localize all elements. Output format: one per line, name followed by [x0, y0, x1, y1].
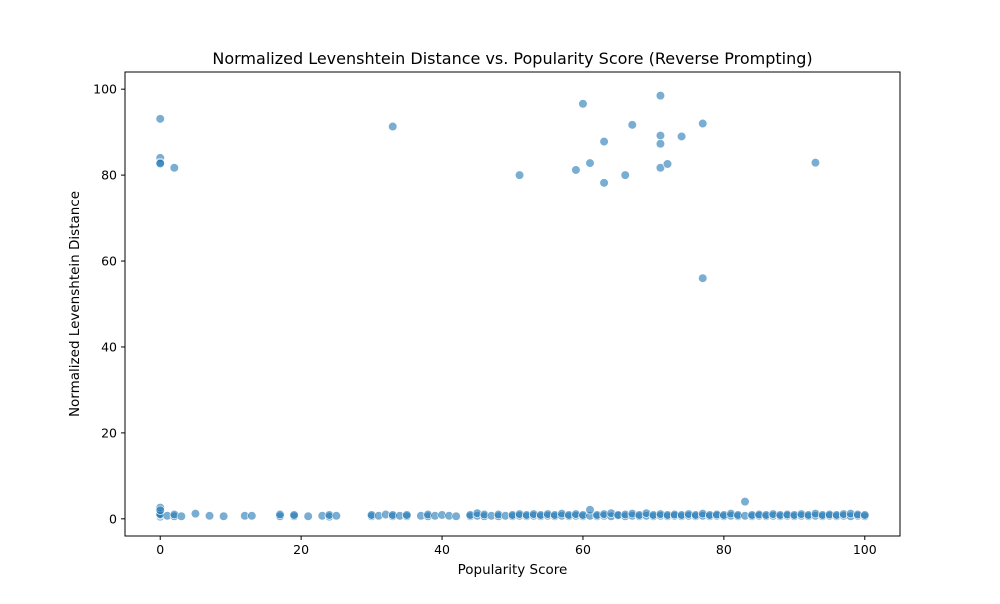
- data-point: [578, 99, 588, 109]
- data-point: [219, 511, 229, 521]
- data-point: [655, 163, 666, 173]
- data-point: [585, 505, 595, 515]
- data-point: [169, 163, 179, 173]
- chart-title: Normalized Levenshtein Distance vs. Popu…: [212, 49, 812, 68]
- plot-area-frame: [124, 71, 901, 537]
- y-tick-label: 20: [101, 425, 117, 440]
- data-point: [176, 511, 186, 521]
- data-point: [275, 509, 285, 520]
- data-point: [451, 511, 461, 521]
- data-point: [698, 118, 708, 129]
- y-axis-label: Normalized Levenshtein Distance: [67, 191, 83, 417]
- data-point: [599, 137, 609, 147]
- x-tick-label: 20: [293, 542, 309, 557]
- data-point: [698, 273, 708, 283]
- data-point: [155, 114, 165, 124]
- x-tick-label: 60: [575, 542, 591, 557]
- data-point: [331, 511, 341, 521]
- x-tick-label: 100: [853, 542, 877, 557]
- data-point: [155, 505, 165, 515]
- data-point: [247, 511, 257, 521]
- y-tick-label: 60: [101, 254, 117, 269]
- y-tick-label: 0: [109, 511, 117, 526]
- data-point: [599, 178, 609, 188]
- y-tick-label: 40: [101, 339, 117, 354]
- data-point: [662, 159, 673, 169]
- data-point: [810, 158, 821, 168]
- data-point: [655, 130, 666, 141]
- data-point: [620, 170, 630, 180]
- x-tick-label: 0: [156, 542, 164, 557]
- x-tick-label: 80: [716, 542, 732, 557]
- y-tick-label: 80: [101, 168, 117, 183]
- data-point: [571, 165, 581, 175]
- points-layer: [155, 91, 870, 522]
- data-point: [289, 510, 299, 520]
- data-point: [303, 511, 313, 521]
- y-axis: 0 20 40 60 80 100: [93, 82, 125, 526]
- y-tick-label: 100: [93, 82, 117, 97]
- data-point: [585, 158, 595, 168]
- data-point: [740, 497, 750, 507]
- data-point: [388, 121, 398, 132]
- data-point: [402, 510, 412, 520]
- x-axis: 0 20 40 60 80 100: [156, 536, 877, 557]
- data-point: [655, 91, 666, 101]
- data-point: [655, 139, 666, 149]
- data-point: [190, 509, 201, 519]
- data-point: [204, 511, 215, 521]
- data-point: [676, 131, 687, 142]
- data-point: [627, 120, 637, 130]
- x-axis-label: Popularity Score: [458, 562, 568, 578]
- x-tick-label: 40: [434, 542, 450, 557]
- data-point: [155, 158, 165, 169]
- data-point: [860, 510, 870, 520]
- data-point: [514, 170, 525, 180]
